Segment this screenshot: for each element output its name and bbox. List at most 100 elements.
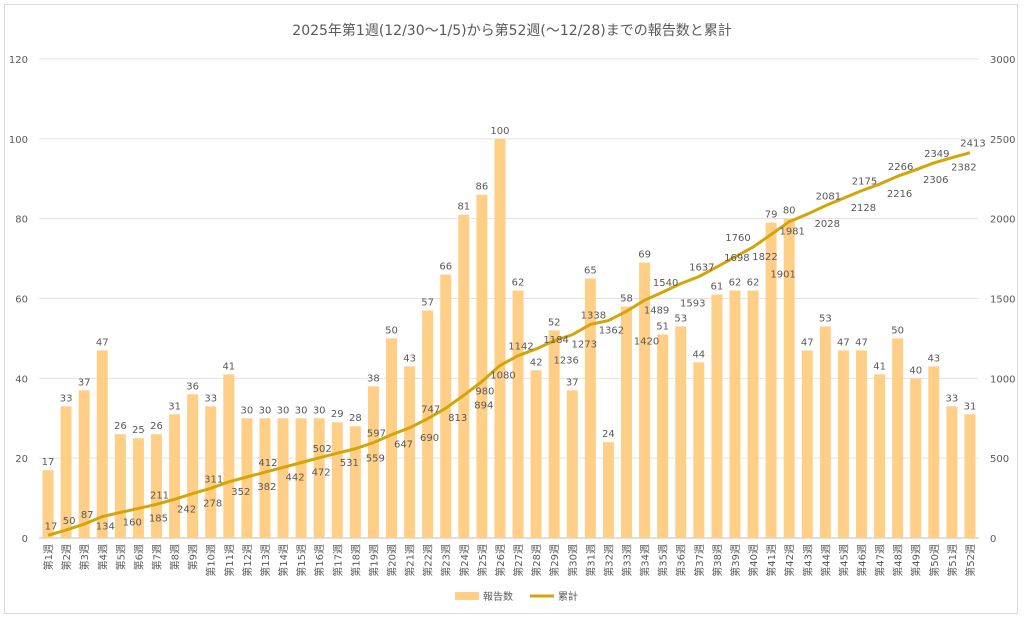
- bar: [783, 218, 795, 538]
- bar-data-label: 47: [837, 337, 850, 348]
- category-tick-label: 第12週: [241, 544, 254, 577]
- bar-data-label: 38: [367, 373, 380, 384]
- category-tick-label: 第2週: [60, 544, 73, 570]
- line-data-label: 2266: [888, 162, 913, 173]
- right-axis-tick-label: 0: [990, 534, 996, 545]
- bar: [819, 326, 831, 538]
- bar-data-label: 100: [490, 126, 509, 137]
- category-tick-label: 第52週: [964, 544, 977, 577]
- bar: [187, 394, 199, 538]
- bar-data-label: 44: [692, 349, 705, 360]
- category-tick-label: 第48週: [892, 544, 905, 577]
- legend-bar-swatch: [455, 592, 479, 600]
- bar-data-label: 58: [620, 293, 633, 304]
- bar: [675, 326, 687, 538]
- bar: [566, 390, 578, 538]
- bar: [476, 194, 488, 538]
- line-data-label: 1362: [599, 326, 624, 337]
- category-tick-label: 第32週: [602, 544, 615, 577]
- bar-data-label: 57: [421, 297, 434, 308]
- category-tick-label: 第39週: [729, 544, 742, 577]
- line-data-label: 1420: [634, 336, 659, 347]
- category-tick-label: 第15週: [295, 544, 308, 577]
- bar-data-label: 31: [168, 401, 181, 412]
- bar-data-label: 28: [349, 413, 362, 424]
- bar: [367, 386, 379, 538]
- left-axis-tick-label: 40: [15, 374, 28, 385]
- line-data-label: 2081: [816, 192, 841, 203]
- bar-data-label: 26: [114, 421, 127, 432]
- chart-title: 2025年第1週(12/30〜1/5)から第52週(〜12/28)までの報告数と…: [292, 22, 731, 39]
- category-tick-label: 第6週: [132, 544, 145, 570]
- line-data-label: 894: [474, 400, 493, 411]
- bar: [223, 374, 235, 538]
- bar: [801, 350, 813, 538]
- bar-data-label: 36: [186, 381, 199, 392]
- bar-data-label: 30: [295, 405, 308, 416]
- line-data-label: 382: [257, 482, 276, 493]
- bar: [874, 374, 886, 538]
- bar: [964, 414, 976, 538]
- bar: [404, 366, 416, 538]
- left-axis-tick-label: 0: [22, 534, 28, 545]
- category-tick-label: 第29週: [548, 544, 561, 577]
- line-data-label: 352: [231, 487, 250, 498]
- line-data-label: 1760: [725, 233, 750, 244]
- bar: [892, 338, 904, 538]
- right-axis-tick-label: 500: [990, 454, 1009, 465]
- line-data-label: 185: [149, 513, 168, 524]
- bar-data-label: 37: [78, 377, 91, 388]
- line-data-label: 211: [150, 490, 169, 501]
- bar: [928, 366, 940, 538]
- bar: [530, 370, 542, 538]
- bar: [313, 418, 325, 538]
- category-tick-label: 第37週: [693, 544, 706, 577]
- line-data-label: 412: [258, 458, 277, 469]
- bar-data-label: 62: [729, 278, 742, 289]
- bar-data-label: 26: [150, 421, 163, 432]
- line-data-label: 160: [123, 517, 142, 528]
- category-tick-label: 第46週: [856, 544, 869, 577]
- bar-data-label: 30: [313, 405, 326, 416]
- bar-data-label: 53: [819, 313, 832, 324]
- right-axis-tick-label: 3000: [990, 55, 1015, 66]
- line-data-label: 747: [421, 405, 440, 416]
- right-axis-tick-label: 2500: [990, 135, 1015, 146]
- line-data-label: 1698: [724, 253, 749, 264]
- line-data-label: 597: [367, 429, 386, 440]
- category-tick-label: 第47週: [874, 544, 887, 577]
- category-tick-label: 第49週: [910, 544, 923, 577]
- category-tick-label: 第19週: [367, 544, 380, 577]
- line-data-label: 442: [285, 472, 304, 483]
- category-tick-label: 第34週: [639, 544, 652, 577]
- bar: [711, 294, 723, 538]
- line-data-label: 1593: [680, 299, 705, 310]
- bar-data-label: 62: [747, 278, 760, 289]
- line-data-label: 690: [420, 433, 439, 444]
- bar-data-label: 17: [42, 457, 55, 468]
- bar-data-label: 80: [783, 206, 796, 217]
- line-data-label: 980: [475, 387, 494, 398]
- bar: [910, 378, 922, 538]
- line-data-label: 2413: [960, 139, 985, 150]
- category-tick-label: 第3週: [78, 544, 91, 570]
- right-axis-tick-label: 1500: [990, 295, 1015, 306]
- bar-data-label: 61: [711, 282, 724, 293]
- category-tick-label: 第30週: [566, 544, 579, 577]
- line-data-label: 1236: [553, 356, 578, 367]
- bar: [60, 406, 72, 538]
- bar: [602, 442, 614, 538]
- category-tick-label: 第8週: [169, 544, 182, 570]
- bar-data-label: 66: [439, 262, 452, 273]
- line-data-label: 2128: [851, 203, 876, 214]
- category-tick-label: 第42週: [783, 544, 796, 577]
- bar-data-label: 40: [909, 365, 922, 376]
- category-tick-label: 第38週: [711, 544, 724, 577]
- line-data-label: 1901: [770, 269, 795, 280]
- bar-data-label: 41: [222, 361, 235, 372]
- category-tick-label: 第1週: [42, 544, 55, 570]
- bar: [295, 418, 307, 538]
- bar-data-label: 33: [60, 393, 73, 404]
- line-data-label: 2216: [887, 189, 912, 200]
